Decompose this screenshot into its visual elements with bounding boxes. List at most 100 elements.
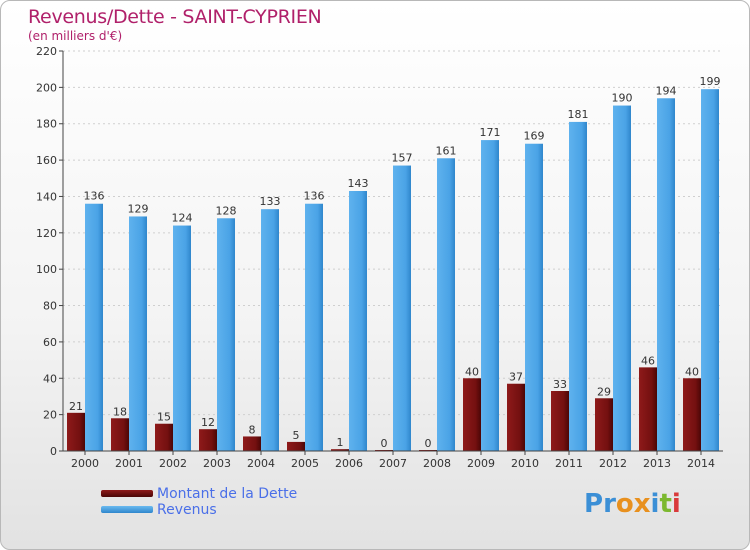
logo-letter: i	[650, 489, 660, 519]
debt-value-label: 40	[465, 365, 479, 378]
debt-value-label: 5	[293, 429, 300, 442]
revenue-bar	[129, 216, 147, 451]
legend-swatch-debt	[101, 490, 153, 497]
logo-letter: r	[603, 489, 616, 519]
revenue-bar	[349, 191, 367, 451]
revenue-value-label: 194	[656, 84, 677, 97]
debt-value-label: 21	[69, 400, 83, 413]
revenue-value-label: 171	[480, 126, 501, 139]
debt-bar	[463, 378, 481, 451]
debt-bar	[199, 429, 217, 451]
debt-value-label: 33	[553, 378, 567, 391]
revenue-value-label: 128	[216, 204, 237, 217]
y-tick-label: 40	[43, 372, 57, 385]
x-tick-label: 2009	[467, 457, 495, 470]
y-tick-label: 60	[43, 336, 57, 349]
logo-letter: t	[659, 489, 672, 519]
y-axis-ticks: 0 20 40 60 80 100 120 140 160 180 200 220	[36, 45, 63, 458]
revenue-value-label: 124	[172, 212, 193, 225]
debt-bar	[331, 449, 349, 451]
logo-letter: i	[671, 489, 681, 519]
x-tick-label: 2007	[379, 457, 407, 470]
y-tick-label: 180	[36, 118, 57, 131]
revenue-value-label: 136	[304, 190, 325, 203]
debt-value-label: 8	[249, 423, 256, 436]
chart-title: Revenus/Dette - SAINT-CYPRIEN	[28, 6, 322, 28]
revenue-value-label: 181	[568, 108, 589, 121]
y-tick-label: 20	[43, 409, 57, 422]
x-tick-label: 2013	[643, 457, 671, 470]
x-tick-label: 2004	[247, 457, 275, 470]
legend-label-revenue: Revenus	[157, 502, 217, 518]
x-tick-label: 2003	[203, 457, 231, 470]
bars	[67, 89, 719, 452]
debt-bar	[67, 412, 85, 451]
revenue-bar	[437, 158, 455, 452]
revenue-value-label: 199	[700, 75, 721, 88]
y-tick-label: 160	[36, 154, 57, 167]
logo-letter: P	[584, 489, 604, 519]
x-tick-label: 2005	[291, 457, 319, 470]
revenue-value-label: 161	[436, 144, 457, 157]
debt-value-label: 0	[381, 437, 388, 450]
proxiti-logo: Proxiti	[584, 489, 681, 519]
x-tick-label: 2011	[555, 457, 583, 470]
debt-bar	[595, 398, 613, 451]
revenue-bar	[701, 89, 719, 451]
revenue-bar	[173, 225, 191, 451]
y-tick-label: 80	[43, 300, 57, 313]
debt-bar	[551, 391, 569, 451]
debt-value-label: 12	[201, 416, 215, 429]
x-tick-label: 2000	[71, 457, 99, 470]
debt-value-label: 0	[425, 437, 432, 450]
x-tick-label: 2010	[511, 457, 539, 470]
logo-letter: x	[633, 489, 651, 519]
logo-letter: o	[615, 489, 634, 519]
debt-value-label: 37	[509, 371, 523, 384]
revenue-value-label: 133	[260, 195, 281, 208]
debt-bar	[111, 418, 129, 451]
legend-swatch-revenue	[101, 506, 153, 513]
debt-value-label: 46	[641, 354, 655, 367]
debt-value-label: 15	[157, 411, 171, 424]
y-tick-label: 140	[36, 190, 57, 203]
debt-bar	[507, 383, 525, 451]
revenue-value-label: 129	[128, 202, 149, 215]
x-tick-label: 2001	[115, 457, 143, 470]
debt-value-label: 29	[597, 385, 611, 398]
revenue-value-label: 190	[612, 92, 633, 105]
revenue-bar	[217, 218, 235, 451]
revenue-bar	[525, 143, 543, 451]
legend-label-debt: Montant de la Dette	[157, 486, 298, 502]
revenue-bar	[569, 121, 587, 451]
x-tick-label: 2014	[687, 457, 715, 470]
y-tick-label: 100	[36, 263, 57, 276]
data-labels: 2113618129151241212881335136114301570161…	[69, 75, 721, 450]
revenue-bar	[613, 105, 631, 451]
debt-bar	[155, 423, 173, 451]
debt-bar	[287, 441, 305, 451]
y-tick-label: 0	[50, 445, 57, 458]
y-tick-label: 200	[36, 81, 57, 94]
revenue-bar	[261, 209, 279, 451]
debt-bar	[683, 378, 701, 451]
revenue-value-label: 143	[348, 177, 369, 190]
revenue-bar	[85, 203, 103, 451]
debt-value-label: 40	[685, 365, 699, 378]
debt-value-label: 18	[113, 405, 127, 418]
revenue-bar	[305, 203, 323, 451]
revenue-value-label: 157	[392, 152, 413, 165]
revenue-bar	[657, 98, 675, 451]
revenue-value-label: 169	[524, 130, 545, 143]
y-tick-label: 120	[36, 227, 57, 240]
debt-bar	[243, 436, 261, 451]
y-tick-label: 220	[36, 45, 57, 58]
x-tick-label: 2006	[335, 457, 363, 470]
revenue-bar	[393, 165, 411, 451]
debt-bar	[639, 367, 657, 451]
revenue-bar	[481, 140, 499, 451]
x-axis-ticks: 2000 2001 2002 2003 2004 2005 2006 2007 2008 2009…	[71, 451, 715, 470]
chart-subtitle: (en milliers d'€)	[28, 29, 123, 43]
